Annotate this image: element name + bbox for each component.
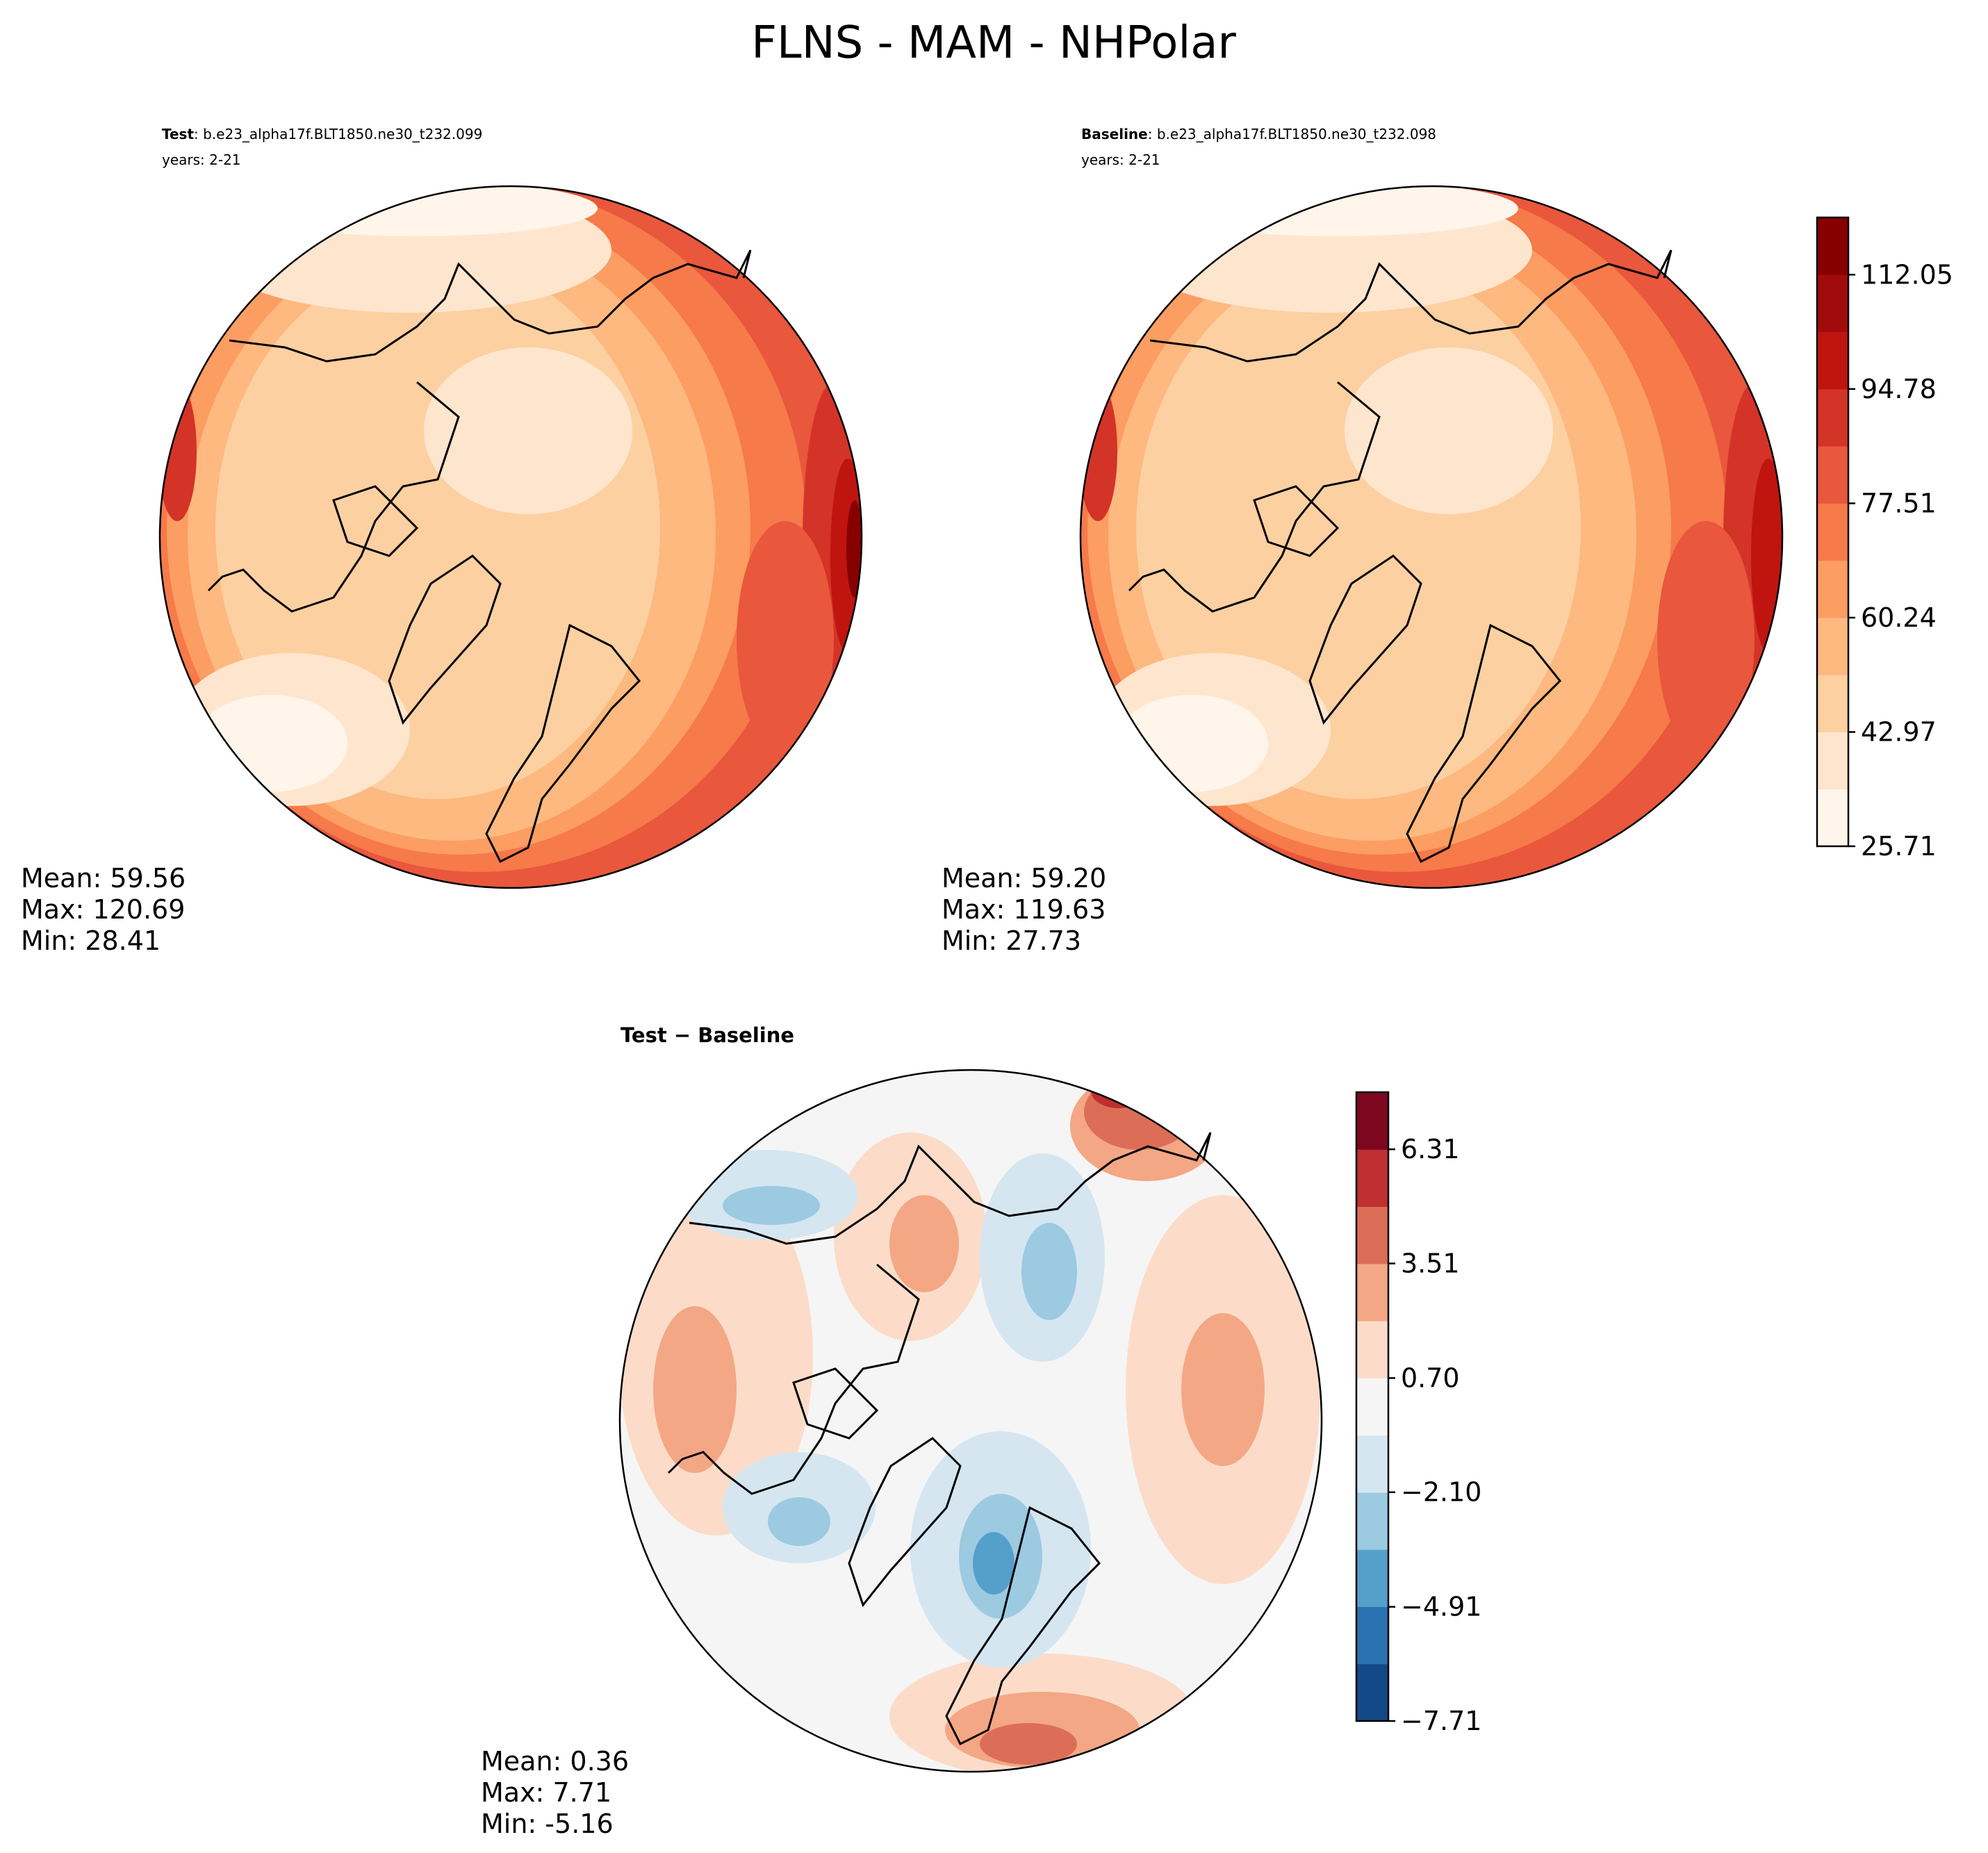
main-colorbar-segment: [1817, 617, 1848, 675]
diff-colorbar-segment: [1356, 1263, 1388, 1321]
diff-colorbar-tick-label: 0.70: [1401, 1362, 1460, 1393]
diff-colorbar-segment: [1356, 1663, 1388, 1722]
test-coastline-asia: [229, 249, 752, 363]
diff-colorbar-segment: [1356, 1435, 1388, 1493]
baseline-coastline-canada: [1128, 381, 1381, 613]
diff-colorbar-border: [1355, 1091, 1390, 1722]
main-colorbar-segment: [1817, 331, 1848, 390]
baseline-stat-min: Min: 27.73: [942, 925, 1081, 956]
diff-colorbar-tick-label: −2.10: [1401, 1477, 1481, 1508]
main-colorbar-segment: [1817, 388, 1848, 447]
diff-stat-max: Max: 7.71: [481, 1777, 611, 1808]
figure-title: FLNS - MAM - NHPolar: [751, 17, 1236, 69]
diff-colorbar-segment: [1356, 1378, 1388, 1436]
diff-label: Test − Baseline: [621, 1023, 794, 1047]
main-colorbar-tick-label: 77.51: [1861, 488, 1937, 518]
baseline-coastline-scandinavia: [1406, 623, 1562, 864]
test-label: Test: b.e23_alpha17f.BLT1850.ne30_t232.0…: [162, 126, 482, 142]
baseline-coastline-asia: [1149, 249, 1673, 363]
main-colorbar: 25.71 42.97 60.24 77.51 94.78 112.05: [1816, 216, 1953, 862]
baseline-coastline-greenland: [1308, 554, 1422, 725]
test-stat-max: Max: 120.69: [21, 894, 185, 925]
test-stat-min: Min: 28.41: [21, 925, 161, 956]
diff-colorbar-segment: [1356, 1149, 1388, 1208]
test-years: years: 2-21: [162, 151, 241, 168]
diff-colorbar-tick-label: 6.31: [1401, 1134, 1460, 1164]
diff-stat-min: Min: -5.16: [481, 1809, 614, 1839]
baseline-map-border: [1079, 185, 1784, 889]
main-colorbar-segment: [1817, 560, 1848, 618]
main-colorbar-border: [1816, 216, 1850, 848]
main-colorbar-segment: [1817, 732, 1848, 790]
diff-colorbar-segment: [1356, 1092, 1388, 1150]
diff-map-border: [618, 1069, 1323, 1773]
test-panel: Test: b.e23_alpha17f.BLT1850.ne30_t232.0…: [21, 126, 863, 956]
main-colorbar-segment: [1817, 217, 1848, 275]
diff-colorbar-segment: [1356, 1321, 1388, 1378]
test-stat-mean: Mean: 59.56: [21, 863, 186, 893]
main-colorbar-segment: [1817, 274, 1848, 333]
baseline-years: years: 2-21: [1081, 151, 1160, 168]
diff-colorbar-segment: [1356, 1206, 1388, 1265]
diff-stat-mean: Mean: 0.36: [481, 1746, 629, 1777]
diff-map: [620, 1070, 1322, 1772]
main-colorbar-tick-label: 25.71: [1861, 831, 1937, 862]
test-label-bold: Test: [162, 126, 194, 142]
diff-coastline-greenland: [848, 1437, 962, 1608]
diff-colorbar-segment: [1356, 1492, 1388, 1550]
baseline-label: Baseline: b.e23_alpha17f.BLT1850.ne30_t2…: [1081, 126, 1436, 142]
main-colorbar-segment: [1817, 675, 1848, 732]
diff-coastline-scandinavia: [945, 1506, 1101, 1746]
main-colorbar-segment: [1817, 789, 1848, 847]
test-coastline-scandinavia: [485, 623, 641, 864]
diff-colorbar-tick-label: −7.71: [1401, 1706, 1481, 1736]
main-colorbar-tick-label: 60.24: [1861, 602, 1937, 633]
baseline-label-bold: Baseline: [1081, 126, 1148, 142]
diff-coastline-canada: [667, 1263, 920, 1495]
main-colorbar-tick-label: 112.05: [1861, 259, 1953, 290]
main-colorbar-tick-label: 42.97: [1861, 717, 1937, 748]
test-coastline-greenland: [388, 554, 502, 725]
diff-panel: Test − Baseline: [481, 1023, 1323, 1839]
test-label-case: : b.e23_alpha17f.BLT1850.ne30_t232.099: [194, 126, 482, 142]
diff-colorbar-segment: [1356, 1606, 1388, 1665]
test-map-border: [158, 185, 863, 889]
baseline-panel: Baseline: b.e23_alpha17f.BLT1850.ne30_t2…: [942, 126, 1784, 956]
main-colorbar-segment: [1817, 446, 1848, 504]
main-colorbar-tick-label: 94.78: [1861, 374, 1937, 404]
diff-coastline-asia: [689, 1132, 1212, 1245]
diff-colorbar-tick-label: 3.51: [1401, 1248, 1460, 1278]
baseline-stat-mean: Mean: 59.20: [942, 863, 1106, 893]
diff-colorbar: −7.71 −4.91 −2.10 0.70 3.51 6.31: [1355, 1091, 1481, 1736]
diff-colorbar-segment: [1356, 1549, 1388, 1607]
diff-colorbar-tick-label: −4.91: [1401, 1592, 1481, 1622]
test-map: [160, 186, 862, 888]
baseline-stat-max: Max: 119.63: [942, 894, 1106, 925]
test-coastline-canada: [207, 381, 460, 613]
main-colorbar-segment: [1817, 503, 1848, 561]
baseline-label-case: : b.e23_alpha17f.BLT1850.ne30_t232.098: [1148, 126, 1436, 142]
baseline-map: [1081, 186, 1782, 888]
